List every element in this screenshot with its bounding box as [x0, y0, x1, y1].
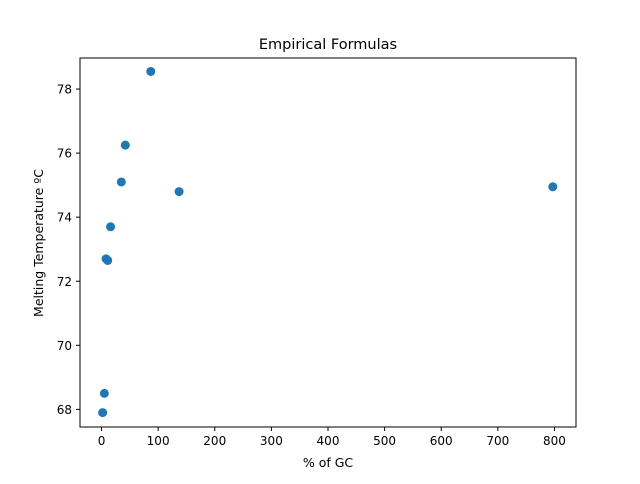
x-axis-label: % of GC [303, 455, 354, 470]
x-tick-label: 500 [373, 434, 396, 448]
x-tick-label: 300 [260, 434, 283, 448]
y-tick-label: 70 [57, 339, 72, 353]
data-point [116, 177, 126, 187]
x-tick-label: 200 [203, 434, 226, 448]
x-tick-label: 800 [543, 434, 566, 448]
data-point [174, 187, 184, 197]
y-tick-label: 68 [57, 403, 72, 417]
x-tick-label: 0 [98, 434, 106, 448]
data-point [98, 408, 108, 418]
x-axis-ticks: 0 100 200 300 400 500 600 700 800 [98, 427, 566, 448]
y-axis-ticks: 68 70 72 74 76 78 [57, 83, 80, 417]
data-point [146, 66, 156, 76]
axes-frame [79, 57, 577, 428]
data-point [103, 255, 113, 265]
x-tick-label: 100 [147, 434, 170, 448]
data-points [98, 66, 558, 418]
data-point [120, 140, 130, 150]
y-axis-label: Melting Temperature ºC [31, 169, 46, 317]
plot-background [80, 58, 576, 427]
data-point [106, 222, 116, 232]
data-point [548, 182, 558, 192]
x-tick-label: 700 [486, 434, 509, 448]
y-tick-label: 72 [57, 275, 72, 289]
y-tick-label: 78 [57, 83, 72, 97]
y-tick-label: 74 [57, 211, 72, 225]
plot-area [80, 58, 576, 427]
x-tick-label: 600 [430, 434, 453, 448]
x-tick-label: 400 [317, 434, 340, 448]
chart-title: Empirical Formulas [259, 37, 397, 53]
y-tick-label: 76 [57, 147, 72, 161]
data-point [99, 388, 109, 398]
